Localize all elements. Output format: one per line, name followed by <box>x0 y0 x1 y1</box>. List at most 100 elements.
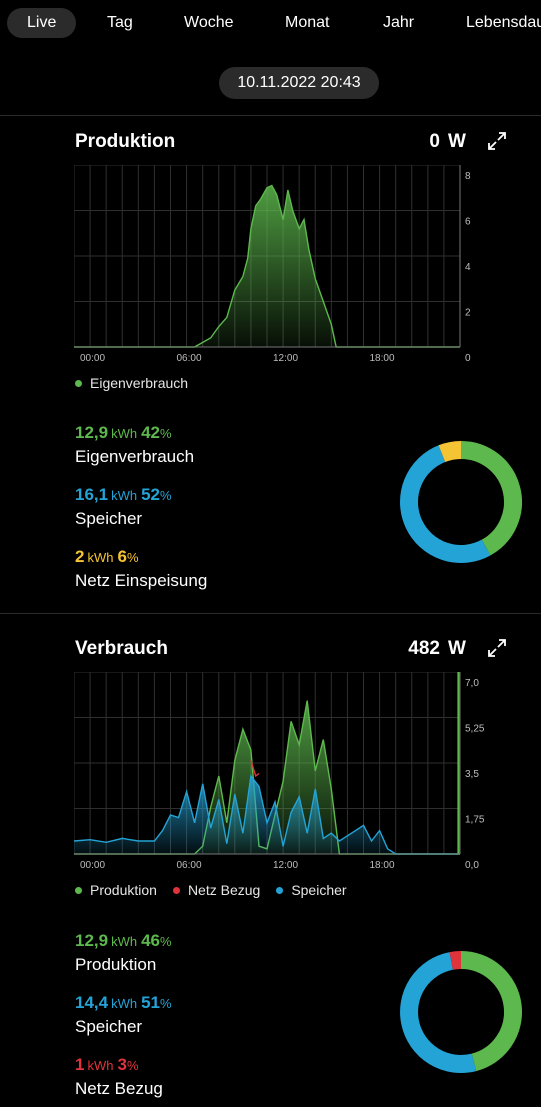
stat-unit: kWh <box>111 934 138 949</box>
production-legend: Eigenverbrauch <box>75 375 204 391</box>
legend-item-speicher: Speicher <box>276 882 347 898</box>
y-tick-label: 2 <box>465 308 471 319</box>
x-tick-label: 18:00 <box>370 860 395 871</box>
stat-percent-sign: % <box>160 934 172 949</box>
y-tick-label: 8 <box>465 171 471 182</box>
legend-dot-icon <box>172 886 180 894</box>
tab-live[interactable]: Live <box>7 8 77 38</box>
x-tick-label: 06:00 <box>177 353 202 364</box>
x-tick-label: 12:00 <box>273 353 298 364</box>
series-area-speicher <box>74 776 460 854</box>
series-area-eigenverbrauch <box>74 185 460 347</box>
production-title: Produktion <box>75 131 176 152</box>
stat-eigenverbrauch: 12,9 kWh 42% Eigenverbrauch <box>75 423 194 467</box>
x-tick-label: 18:00 <box>370 353 395 364</box>
y-tick-label: 0 <box>465 353 471 364</box>
series-line-netz-bezug <box>250 760 260 778</box>
stat-unit: kWh <box>87 1058 114 1073</box>
stat-percent-sign: % <box>126 1058 139 1073</box>
stat-value: 12,9 <box>75 931 109 950</box>
legend-dot-icon <box>75 886 82 894</box>
y-tick-label: 7,0 <box>465 678 479 689</box>
stat-label: Eigenverbrauch <box>75 447 195 466</box>
x-tick-label: 06:00 <box>177 860 202 871</box>
stat-value: 2 <box>75 547 85 566</box>
expand-icon[interactable] <box>486 130 508 152</box>
stat-label: Produktion <box>75 955 157 974</box>
tab-monat[interactable]: Monat <box>285 14 330 31</box>
tab-woche[interactable]: Woche <box>184 14 234 31</box>
stat-label: Speicher <box>75 1017 143 1036</box>
stat-percent: 46 <box>141 931 161 950</box>
y-tick-label: 6 <box>465 217 471 228</box>
stat-percent-sign: % <box>160 426 172 441</box>
series-line-eigenverbrauch <box>74 184 460 348</box>
stat-netz-einspeisung: 2 kWh 6% Netz Einspeisung <box>75 547 207 591</box>
legend-item-eigenverbrauch: Eigenverbrauch <box>75 375 188 391</box>
x-tick-label: 00:00 <box>80 353 105 364</box>
date-selector[interactable]: 10.11.2022 20:43 <box>219 67 379 99</box>
y-tick-label: 3,5 <box>465 769 479 780</box>
period-tab-bar: Live Tag Woche Monat Jahr Lebensdauer <box>0 0 541 46</box>
legend-label: Eigenverbrauch <box>90 375 189 391</box>
legend-item-produktion: Produktion <box>75 882 157 898</box>
stat-unit: kWh <box>111 996 138 1011</box>
y-tick-label: 5,25 <box>465 724 485 735</box>
stat-label: Netz Bezug <box>75 1079 163 1098</box>
production-value: 0 <box>429 131 440 152</box>
stat-percent-sign: % <box>126 550 139 565</box>
legend-dot-icon <box>276 886 284 894</box>
stat-produktion: 12,9 kWh 46% Produktion <box>75 931 172 975</box>
stat-percent: 51 <box>141 993 161 1012</box>
stat-value: 14,4 <box>75 993 109 1012</box>
stat-percent: 6 <box>117 547 127 566</box>
series-line-speicher <box>74 774 460 855</box>
stat-speicher: 14,4 kWh 51% Speicher <box>75 993 172 1037</box>
expand-icon[interactable] <box>486 637 508 659</box>
section-divider <box>0 115 541 116</box>
y-tick-label: 0,0 <box>465 860 479 871</box>
legend-label: Netz Bezug <box>187 882 261 898</box>
legend-item-netz-bezug: Netz Bezug <box>172 882 261 898</box>
y-tick-label: 4 <box>465 262 471 273</box>
x-tick-label: 00:00 <box>80 860 105 871</box>
donut-segment-netz-bezug <box>449 951 462 970</box>
stat-value: 12,9 <box>75 423 109 442</box>
section-divider <box>0 613 541 614</box>
stat-value: 16,1 <box>75 485 109 504</box>
tab-jahr[interactable]: Jahr <box>383 14 415 31</box>
production-donut-chart <box>400 441 522 563</box>
stat-speicher: 16,1 kWh 52% Speicher <box>75 485 172 529</box>
consumption-legend: Produktion Netz Bezug Speicher <box>75 882 363 898</box>
legend-label: Speicher <box>291 882 347 898</box>
donut-segment-produktion <box>460 951 522 1072</box>
tab-lebensdauer[interactable]: Lebensdauer <box>466 14 541 31</box>
stat-percent: 52 <box>141 485 161 504</box>
stat-percent-sign: % <box>160 996 172 1011</box>
donut-segment-eigenverbrauch <box>460 441 522 556</box>
donut-segment-speicher <box>400 445 491 563</box>
stat-percent: 3 <box>117 1055 127 1074</box>
stat-value: 1 <box>75 1055 85 1074</box>
legend-label: Produktion <box>90 882 157 898</box>
donut-segment-netz-einspeisung <box>438 441 462 463</box>
consumption-value: 482 <box>408 638 440 659</box>
stat-label: Netz Einspeisung <box>75 571 208 590</box>
stat-label: Speicher <box>75 509 143 528</box>
consumption-title: Verbrauch <box>75 638 168 659</box>
consumption-donut-chart <box>400 951 522 1073</box>
stat-percent-sign: % <box>160 488 172 503</box>
donut-segment-speicher <box>400 952 477 1073</box>
stat-unit: kWh <box>111 426 138 441</box>
legend-dot-icon <box>75 379 82 387</box>
production-unit: W <box>448 131 466 152</box>
y-tick-label: 1,75 <box>465 815 485 826</box>
tab-tag[interactable]: Tag <box>107 14 133 31</box>
x-tick-label: 12:00 <box>273 860 298 871</box>
stat-percent: 42 <box>141 423 161 442</box>
stat-unit: kWh <box>87 550 114 565</box>
consumption-unit: W <box>448 638 466 659</box>
stat-netz-bezug: 1 kWh 3% Netz Bezug <box>75 1055 163 1099</box>
